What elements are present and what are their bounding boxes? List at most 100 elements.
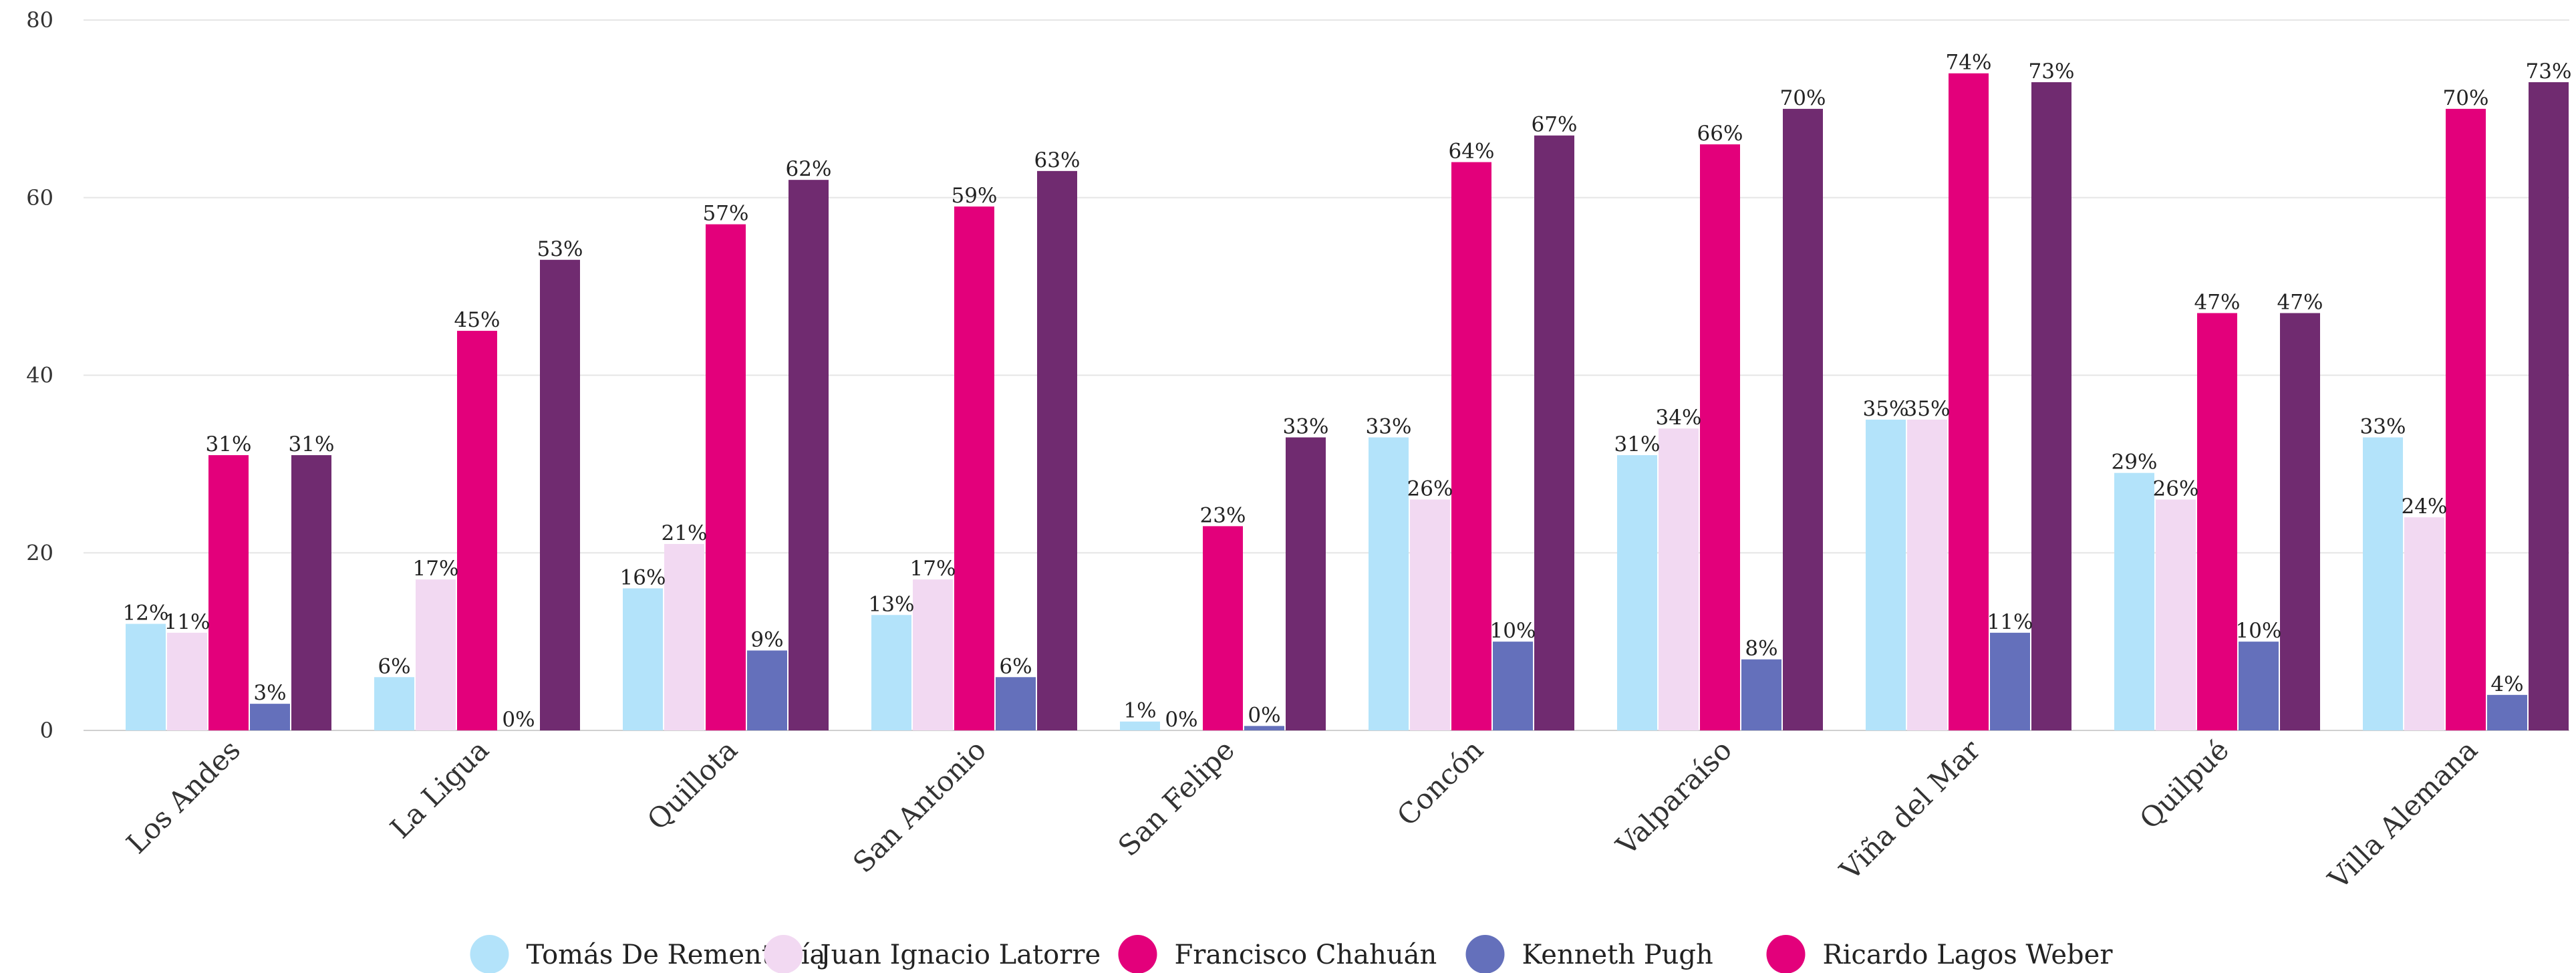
data-label: 73% (2526, 59, 2572, 84)
data-label: 12% (123, 601, 169, 626)
bars (126, 73, 2569, 731)
data-label: 47% (2194, 290, 2241, 314)
x-tick-label: Los Andes (120, 733, 247, 859)
x-tick-label: Concón (1391, 733, 1489, 832)
y-tick-label: 0 (40, 718, 53, 743)
x-tick-label: Villa Alemana (2321, 733, 2484, 895)
data-label: 57% (703, 202, 749, 226)
bar (1949, 73, 1989, 731)
x-tick-label: La Ligua (384, 733, 495, 845)
bar (706, 224, 746, 730)
x-tick-label: San Antonio (847, 733, 992, 879)
bar (2239, 642, 2279, 730)
bar (2114, 472, 2154, 730)
bar (2363, 437, 2403, 730)
legend-swatch (1766, 935, 1806, 973)
data-label: 70% (1780, 86, 1826, 110)
bar (416, 579, 456, 730)
x-tick-label: Quilpué (2133, 733, 2235, 835)
data-label: 47% (2277, 290, 2323, 314)
x-tick-label: Viña del Mar (1833, 733, 1987, 887)
data-label: 17% (413, 557, 459, 581)
y-axis: 0 20 40 60 80 (26, 7, 53, 743)
bar (871, 615, 911, 730)
legend-swatch (1465, 935, 1505, 973)
legend-label: Francisco Chahuán (1175, 940, 1437, 970)
data-label: 62% (786, 157, 832, 181)
data-label: 10% (1490, 619, 1536, 643)
bar (2446, 108, 2486, 730)
bar (2156, 499, 2196, 730)
data-label: 73% (2029, 59, 2075, 84)
bar (664, 543, 704, 730)
y-tick-label: 40 (26, 363, 53, 388)
data-label: 11% (164, 610, 210, 634)
data-label: 16% (620, 565, 666, 589)
data-label: 10% (2236, 619, 2282, 643)
data-label: 64% (1449, 140, 1495, 164)
data-label: 21% (662, 521, 708, 545)
data-label: 59% (952, 184, 998, 208)
data-label: 26% (1407, 477, 1453, 501)
data-label: 33% (1366, 415, 1412, 439)
bar (2197, 313, 2237, 730)
bar (457, 331, 497, 730)
x-axis: Los Andes La Ligua Quillota San Antonio San … (120, 733, 2484, 896)
bar (374, 677, 414, 730)
y-tick-label: 20 (26, 540, 53, 565)
data-label: 31% (1614, 432, 1661, 456)
data-label: 23% (1200, 503, 1246, 527)
bar (2529, 82, 2569, 730)
data-label: 74% (1946, 51, 1992, 75)
data-label: 35% (1904, 397, 1951, 421)
y-tick-label: 80 (26, 7, 53, 33)
legend-label: Ricardo Lagos Weber (1823, 940, 2114, 970)
data-labels: 12%11%31%3%31%6%17%45%0%53%16%21%57%9%62… (123, 51, 2572, 732)
bar (1741, 659, 1781, 730)
bar (1120, 721, 1160, 730)
data-label: 9% (750, 628, 783, 652)
data-label: 0% (1165, 708, 1197, 732)
bar (1534, 135, 1574, 731)
bar (1617, 455, 1657, 730)
data-label: 67% (1532, 113, 1578, 137)
legend-swatch (1118, 935, 1157, 973)
data-label: 63% (1034, 148, 1081, 172)
data-label: 34% (1656, 406, 1702, 430)
bar (2280, 313, 2320, 730)
data-label: 17% (910, 557, 956, 581)
bar (1410, 499, 1450, 730)
bar (250, 704, 290, 730)
bar (1244, 726, 1284, 730)
bar (1783, 108, 1823, 730)
gridlines (84, 19, 2569, 731)
data-label: 29% (2112, 450, 2158, 474)
data-label: 26% (2153, 477, 2199, 501)
x-tick-label: Valparaíso (1610, 733, 1739, 862)
x-tick-label: San Felipe (1112, 733, 1241, 862)
bar (1700, 144, 1740, 730)
data-label: 13% (869, 592, 915, 616)
x-tick-label: Quillota (641, 733, 744, 836)
bar (1990, 632, 2030, 730)
data-label: 70% (2443, 86, 2489, 110)
data-label: 0% (502, 708, 535, 732)
legend-swatch (764, 935, 803, 973)
bar (291, 455, 331, 730)
legend-label: Kenneth Pugh (1522, 940, 1713, 970)
legend-label: Juan Ignacio Latorre (818, 940, 1101, 970)
bar (913, 579, 953, 730)
data-label: 31% (289, 432, 335, 456)
legend-swatch (470, 935, 509, 973)
bar (747, 650, 787, 730)
bar (2487, 694, 2527, 730)
data-label: 8% (1745, 637, 1777, 661)
data-label: 31% (206, 432, 252, 456)
bar (623, 588, 663, 730)
bar (1037, 170, 1077, 730)
bar (996, 677, 1036, 730)
bar (954, 206, 994, 731)
bar (2031, 82, 2071, 730)
